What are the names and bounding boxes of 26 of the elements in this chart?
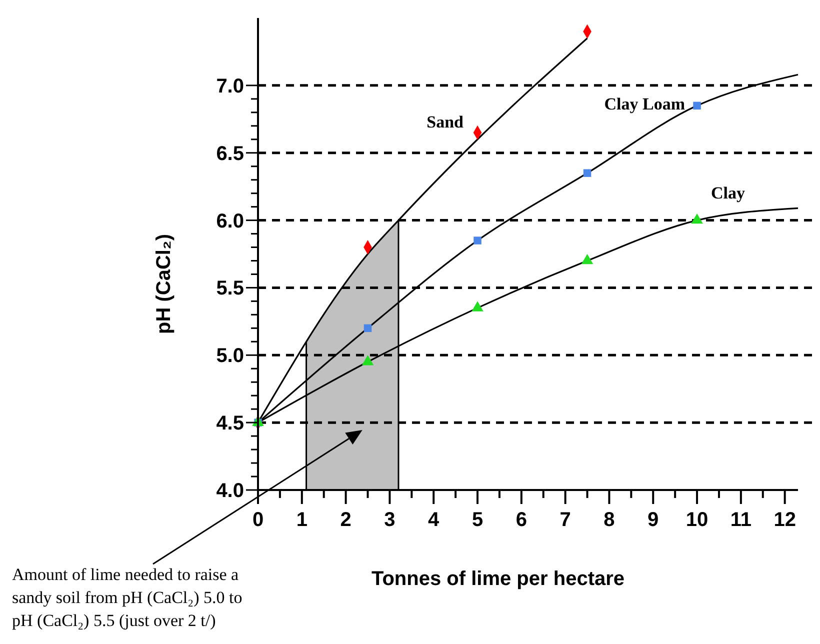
- x-tick-label: 1: [296, 509, 308, 531]
- y-tick-label: 6.5: [216, 142, 244, 165]
- x-tick-label: 11: [730, 509, 752, 531]
- y-tick-label: 7.0: [216, 75, 244, 98]
- series-label: Clay: [711, 183, 746, 202]
- y-axis-title: pH (CaCl₂): [153, 234, 175, 334]
- x-tick-label: 2: [340, 509, 352, 531]
- series-label: Clay Loam: [604, 94, 686, 114]
- x-tick-label: 10: [686, 509, 708, 531]
- y-tick-label: 5.5: [216, 278, 244, 300]
- x-tick-label: 8: [604, 509, 615, 531]
- y-tick-label: 4.0: [216, 480, 244, 502]
- x-tick-label: 7: [560, 509, 571, 531]
- x-axis-title: Tonnes of lime per hectare: [371, 568, 625, 590]
- x-tick-label: 12: [774, 509, 796, 531]
- y-tick-label: 6.0: [216, 210, 244, 232]
- x-tick-label: 6: [516, 509, 527, 531]
- x-tick-label: 9: [648, 509, 659, 531]
- y-tick-label: 5.0: [216, 345, 244, 368]
- x-tick-label: 0: [252, 509, 264, 531]
- x-tick-label: 4: [428, 509, 440, 531]
- text: Amount of lime needed to raise a sandy soil from pH (CaCl₂) 5.0 to pH (CaCl₂) 5.5 (just over 2 t/): [12, 565, 242, 630]
- y-tick-label: 4.5: [216, 412, 244, 435]
- x-tick-label: 3: [384, 509, 396, 531]
- x-tick-label: 5: [472, 509, 484, 531]
- series-label: Sand: [426, 112, 464, 132]
